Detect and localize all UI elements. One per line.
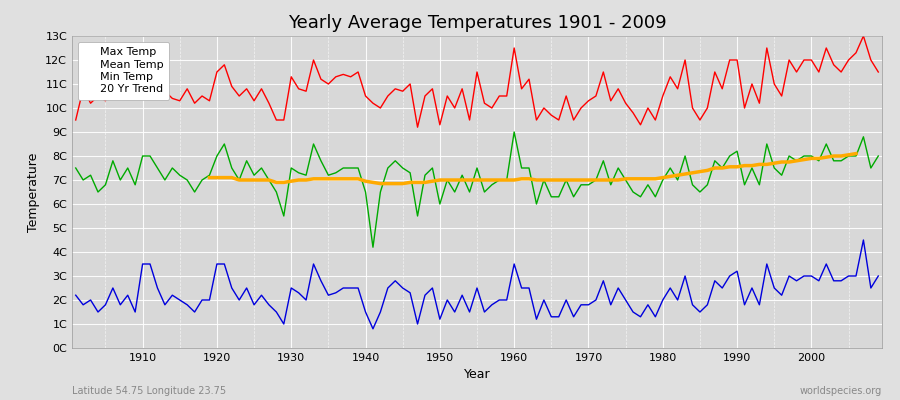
20 Yr Trend [590,178,601,182]
20 Yr Trend [850,151,861,156]
20 Yr Trend [375,181,386,186]
Min Temp [517,286,527,290]
Min Temp [858,238,868,242]
Min Temp [130,310,140,314]
20 Yr Trend [397,181,408,186]
Text: Latitude 54.75 Longitude 23.75: Latitude 54.75 Longitude 23.75 [72,386,226,396]
Title: Yearly Average Temperatures 1901 - 2009: Yearly Average Temperatures 1901 - 2009 [288,14,666,32]
Text: worldspecies.org: worldspecies.org [800,386,882,396]
20 Yr Trend [814,156,824,161]
Min Temp [367,326,378,331]
Max Temp [130,86,140,91]
Mean Temp [70,166,81,170]
Min Temp [338,286,348,290]
Line: Min Temp: Min Temp [76,240,878,329]
Max Temp [412,125,423,130]
Max Temp [293,86,304,91]
Min Temp [293,290,304,295]
Max Temp [873,70,884,74]
Mean Temp [873,154,884,158]
Max Temp [517,86,527,91]
Mean Temp [367,245,378,250]
Line: Max Temp: Max Temp [76,36,878,127]
Mean Temp [613,166,624,170]
20 Yr Trend [531,178,542,182]
Max Temp [858,34,868,38]
Max Temp [508,46,519,50]
Y-axis label: Temperature: Temperature [27,152,40,232]
Mean Temp [524,166,535,170]
Line: Mean Temp: Mean Temp [76,132,878,247]
Min Temp [606,302,616,307]
Min Temp [508,262,519,266]
Mean Temp [508,130,519,134]
Mean Temp [517,166,527,170]
Mean Temp [130,182,140,187]
Max Temp [606,98,616,103]
20 Yr Trend [390,181,400,186]
Min Temp [70,293,81,298]
X-axis label: Year: Year [464,368,490,382]
Max Temp [70,118,81,122]
Line: 20 Yr Trend: 20 Yr Trend [210,154,856,184]
20 Yr Trend [204,175,215,180]
Min Temp [873,274,884,278]
Legend: Max Temp, Mean Temp, Min Temp, 20 Yr Trend: Max Temp, Mean Temp, Min Temp, 20 Yr Tre… [77,42,169,100]
Max Temp [338,72,348,77]
Mean Temp [338,166,348,170]
20 Yr Trend [219,175,230,180]
Mean Temp [293,170,304,175]
